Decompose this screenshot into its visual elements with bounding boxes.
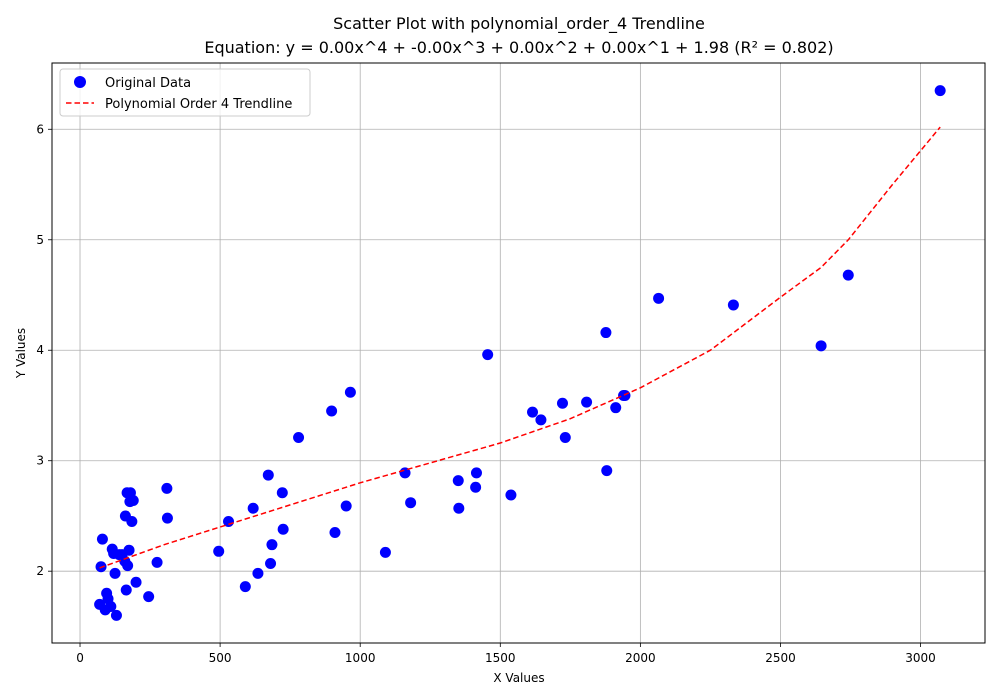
data-point: [482, 349, 494, 361]
trendline: [99, 126, 941, 569]
data-point: [527, 406, 539, 418]
data-point: [842, 269, 854, 281]
data-point: [266, 539, 278, 551]
legend: Original Data Polynomial Order 4 Trendli…: [59, 68, 311, 117]
data-point: [276, 487, 288, 499]
data-point: [123, 544, 135, 556]
data-point: [452, 475, 464, 487]
data-point: [601, 465, 613, 477]
data-point: [344, 386, 356, 398]
data-point: [329, 527, 341, 539]
data-point: [110, 609, 122, 621]
x-axis-ticks: 0 500 1000 1500 2000 2500 3000: [76, 643, 936, 665]
x-tick-label: 500: [209, 651, 232, 665]
data-point: [453, 502, 465, 514]
data-point: [120, 584, 132, 596]
x-tick-label: 0: [76, 651, 84, 665]
data-point: [239, 581, 251, 593]
data-point: [109, 567, 121, 579]
data-point: [619, 390, 631, 402]
data-point: [151, 556, 163, 568]
data-point: [379, 546, 391, 558]
grid: [52, 63, 985, 643]
data-point: [556, 397, 568, 409]
legend-box: [59, 68, 311, 117]
data-point: [265, 557, 277, 569]
y-tick-label: 4: [36, 343, 44, 357]
data-point: [340, 500, 352, 512]
plot-frame: [51, 62, 986, 644]
data-point: [815, 340, 827, 352]
data-point: [126, 515, 138, 527]
data-point: [610, 402, 622, 414]
data-point: [130, 576, 142, 588]
data-point: [262, 469, 274, 481]
y-tick-label: 2: [36, 564, 44, 578]
data-point: [470, 481, 482, 493]
data-point: [213, 545, 225, 557]
scatter-points: [94, 85, 946, 621]
data-point: [727, 299, 739, 311]
data-point: [505, 489, 517, 501]
data-point: [277, 523, 289, 535]
x-tick-label: 2000: [625, 651, 656, 665]
data-point: [127, 494, 139, 506]
y-tick-label: 5: [36, 233, 44, 247]
trendline-path: [99, 126, 941, 569]
chart-subtitle: Equation: y = 0.00x^4 + -0.00x^3 + 0.00x…: [204, 38, 833, 57]
y-axis-label: Y Values: [14, 328, 28, 379]
data-point: [161, 512, 173, 524]
x-axis-label: X Values: [493, 671, 544, 685]
data-point: [96, 533, 108, 545]
data-point: [653, 292, 665, 304]
data-point: [293, 432, 305, 444]
legend-label-trendline: Polynomial Order 4 Trendline: [105, 97, 292, 112]
data-point: [470, 467, 482, 479]
data-point: [143, 591, 155, 603]
data-point: [934, 85, 946, 97]
x-tick-label: 2500: [765, 651, 796, 665]
data-point: [600, 327, 612, 339]
data-point: [581, 396, 593, 408]
data-point: [105, 601, 117, 613]
data-point: [247, 502, 259, 514]
data-point: [405, 497, 417, 509]
x-tick-label: 1000: [345, 651, 376, 665]
x-tick-label: 1500: [485, 651, 516, 665]
legend-label-original-data: Original Data: [105, 76, 191, 91]
data-point: [161, 482, 173, 494]
data-point: [559, 432, 571, 444]
data-point: [535, 414, 547, 426]
legend-marker-original-data: [74, 76, 86, 88]
y-tick-label: 3: [36, 454, 44, 468]
y-tick-label: 6: [36, 122, 44, 136]
x-tick-label: 3000: [905, 651, 936, 665]
y-axis-ticks: 2 3 4 5 6: [36, 122, 52, 578]
data-point: [122, 560, 134, 572]
data-point: [252, 567, 264, 579]
data-point: [326, 405, 338, 417]
chart-title: Scatter Plot with polynomial_order_4 Tre…: [333, 14, 705, 34]
